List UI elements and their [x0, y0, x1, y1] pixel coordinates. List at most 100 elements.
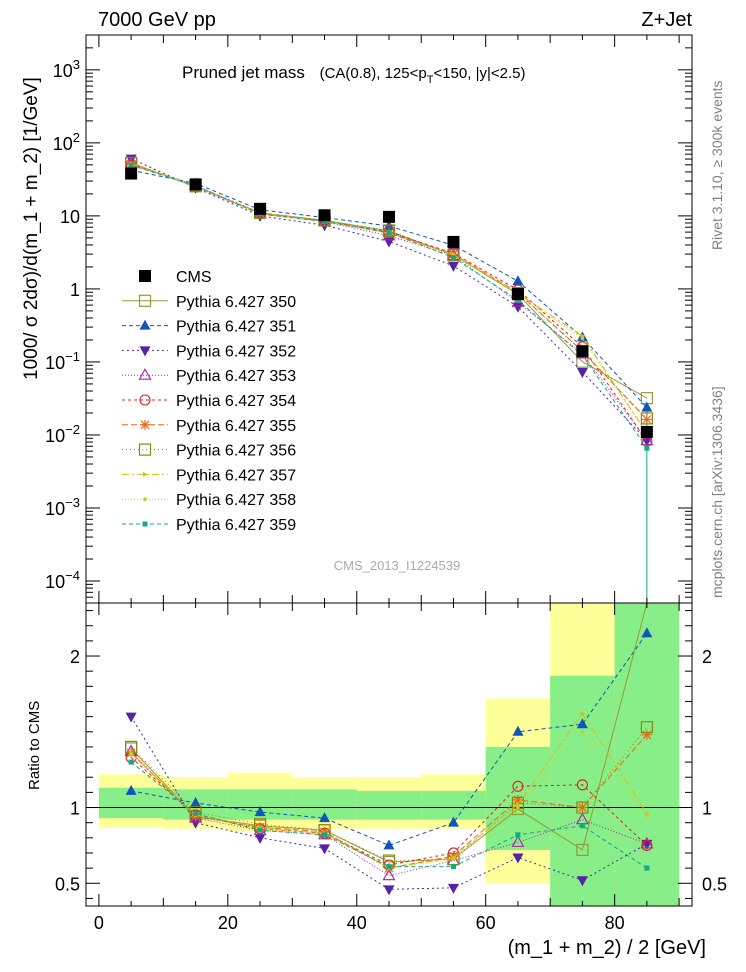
ratio-point-7-6 — [515, 801, 521, 807]
legend-label-data: CMS — [176, 269, 212, 286]
ratio-point-9-3 — [322, 832, 328, 838]
ratio-y-tick-label-right-0: 0.5 — [702, 874, 727, 894]
x-tick-label-0: 0 — [94, 913, 104, 933]
ratio-point-2-0 — [125, 712, 137, 723]
ratio-point-3-4 — [382, 868, 396, 881]
ratio-point-7-7 — [580, 711, 586, 717]
ratio-line-1 — [131, 633, 648, 846]
legend-marker-1 — [139, 319, 151, 330]
legend: CMS Pythia 6.427 350 Pythia 6.427 351 Pythi… — [122, 269, 296, 534]
ratio-point-2-6 — [512, 853, 524, 864]
ratio-point-1-2 — [254, 806, 266, 817]
ratio-line-9 — [130, 761, 648, 869]
data-point-2 — [254, 202, 267, 215]
mcplots-label: mcplots.cern.ch [arXiv:1306.3436] — [709, 386, 725, 598]
data-point-7 — [576, 345, 589, 358]
ratio-point-9-6 — [515, 832, 521, 838]
legend-label-8: Pythia 6.427 358 — [176, 492, 296, 509]
legend-label-1: Pythia 6.427 351 — [176, 319, 296, 336]
top-point-1-6 — [512, 275, 524, 286]
ratio-point-9-7 — [579, 823, 585, 829]
ratio-point-5-7 — [577, 802, 588, 813]
title-main: Pruned jet mass — [182, 63, 305, 82]
x-tick-label-1: 20 — [218, 913, 238, 933]
data-point-1 — [189, 178, 202, 191]
ratio-line-3 — [130, 751, 648, 877]
legend-label-3: Pythia 6.427 353 — [176, 368, 296, 385]
legend-label-6: Pythia 6.427 356 — [176, 443, 296, 460]
x-tick-label-4: 80 — [605, 913, 625, 933]
top-point-5-8 — [641, 414, 652, 425]
title-sub-sub: T — [427, 74, 434, 86]
analysis-watermark: CMS_2013_I1224539 — [334, 558, 461, 573]
ratio-point-6-8 — [640, 721, 653, 734]
ratio-point-2-2 — [254, 833, 266, 844]
legend-marker-4 — [139, 394, 151, 406]
top-point-1-8 — [641, 401, 653, 412]
legend-marker-8 — [143, 497, 147, 502]
ratio-line-5 — [130, 734, 648, 869]
ratio-point-8-6 — [516, 805, 520, 810]
ratio-point-9-8 — [644, 865, 650, 871]
header-left: 7000 GeV pp — [98, 9, 216, 31]
ratio-point-1-3 — [319, 812, 331, 823]
ratio-y-tick-label-right-2: 2 — [702, 647, 712, 667]
ratio-y-tick-label-left-2: 2 — [70, 647, 80, 667]
top-point-2-7 — [576, 368, 588, 379]
ratio-point-8-0 — [129, 752, 133, 757]
ratio-point-2-5 — [447, 883, 459, 894]
band-green-7 — [550, 675, 615, 906]
ratio-point-8-5 — [451, 857, 456, 861]
ratio-y-tick-label-right-1: 1 — [702, 799, 712, 819]
ratio-point-1-7 — [576, 718, 588, 729]
ratio-point-9-2 — [257, 827, 263, 833]
ratio-line-2 — [130, 716, 648, 890]
top-point-9-0 — [128, 162, 134, 168]
ratio-point-5-8 — [641, 729, 652, 740]
legend-label-5: Pythia 6.427 355 — [176, 418, 296, 435]
ratio-point-4-7 — [576, 779, 588, 791]
ratio-point-2-7 — [576, 876, 588, 887]
ratio-series — [124, 602, 654, 896]
ratio-point-1-5 — [447, 816, 459, 827]
top-y-tick-label-2: 10 — [60, 207, 80, 227]
ratio-point-4-6 — [512, 780, 524, 792]
ratio-point-6-7 — [576, 801, 589, 814]
top-y-tick-label-0: 103 — [53, 57, 80, 81]
data-point-5 — [447, 235, 460, 248]
ratio-point-0-7 — [576, 843, 589, 857]
ratio-point-3-6 — [511, 835, 525, 847]
top-y-axis-label: 1000/ σ 2dσ)/d(m_1 + m_2) [1/GeV] — [21, 77, 42, 380]
ratio-point-2-4 — [383, 885, 395, 896]
ratio-point-2-3 — [319, 844, 331, 855]
ratio-point-2-1 — [190, 818, 202, 829]
band-green-8 — [614, 603, 680, 906]
ratio-point-4-8 — [641, 839, 653, 851]
legend-label-2: Pythia 6.427 352 — [176, 343, 296, 360]
x-axis-label: (m_1 + m_2) / 2 [GeV] — [508, 937, 706, 959]
rivet-label: Rivet 3.1.10, ≥ 300k events — [709, 80, 725, 250]
ratio-point-9-4 — [386, 864, 392, 870]
band-green-5 — [421, 790, 486, 820]
top-point-3-6 — [511, 295, 525, 307]
legend-label-9: Pythia 6.427 359 — [176, 517, 296, 534]
legend-label-7: Pythia 6.427 357 — [176, 467, 296, 484]
data-point-6 — [511, 288, 524, 301]
ratio-y-tick-label-left-0: 0.5 — [55, 874, 80, 894]
top-point-9-8 — [644, 445, 650, 451]
legend-marker-7 — [143, 471, 148, 477]
ratio-point-1-8 — [641, 627, 653, 638]
legend-marker-5 — [140, 419, 150, 430]
top-series — [124, 154, 654, 603]
ratio-point-1-0 — [125, 784, 137, 795]
ratio-point-8-7 — [580, 729, 585, 734]
top-point-9-5 — [450, 255, 456, 261]
plot-title: Pruned jet mass (CA(0.8), 125<pT<150, |y… — [182, 63, 525, 86]
top-line-1 — [131, 169, 648, 409]
ratio-point-6-1 — [189, 805, 202, 819]
header-right: Z+Jet — [641, 9, 692, 31]
ratio-point-8-8 — [645, 813, 649, 817]
ratio-y-axis-label: Ratio to CMS — [26, 701, 43, 790]
